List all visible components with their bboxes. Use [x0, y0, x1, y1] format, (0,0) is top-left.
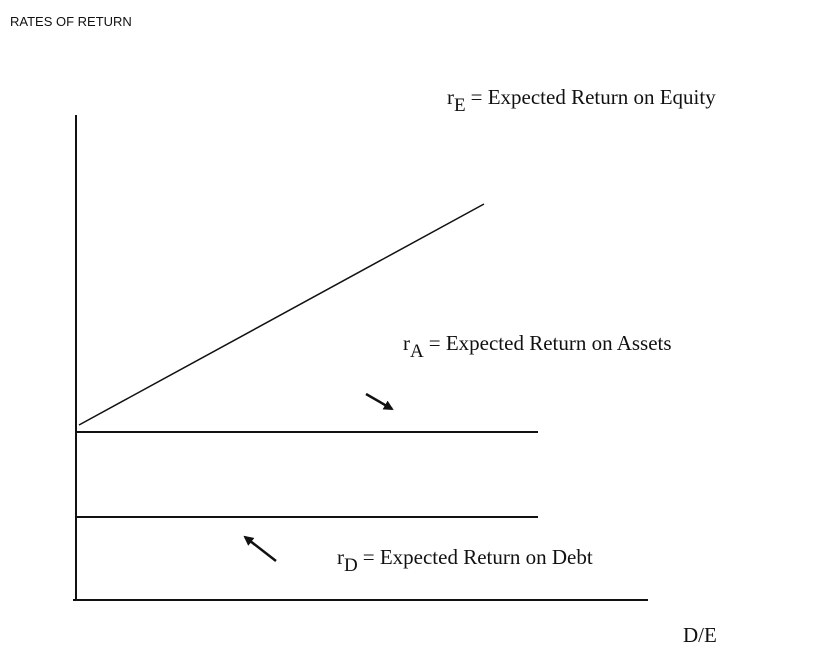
- symbol: r: [337, 545, 344, 569]
- equity-label: rE = Expected Return on Equity: [447, 85, 716, 116]
- subscript: D: [344, 555, 358, 576]
- assets-label: rA = Expected Return on Assets: [403, 331, 672, 362]
- label-text: = Expected Return on Equity: [471, 85, 717, 109]
- equity-line: [78, 203, 485, 426]
- symbol: r: [447, 85, 454, 109]
- debt-label: rD = Expected Return on Debt: [337, 545, 593, 576]
- label-text: = Expected Return on Debt: [363, 545, 593, 569]
- debt-arrow: [243, 535, 277, 562]
- subscript: A: [410, 341, 424, 362]
- subscript: E: [454, 95, 466, 116]
- x-axis-label: D/E: [683, 623, 717, 646]
- title: RATES OF RETURN: [10, 14, 132, 29]
- assets-arrow: [365, 392, 394, 411]
- symbol: r: [403, 331, 410, 355]
- label-text: = Expected Return on Assets: [429, 331, 672, 355]
